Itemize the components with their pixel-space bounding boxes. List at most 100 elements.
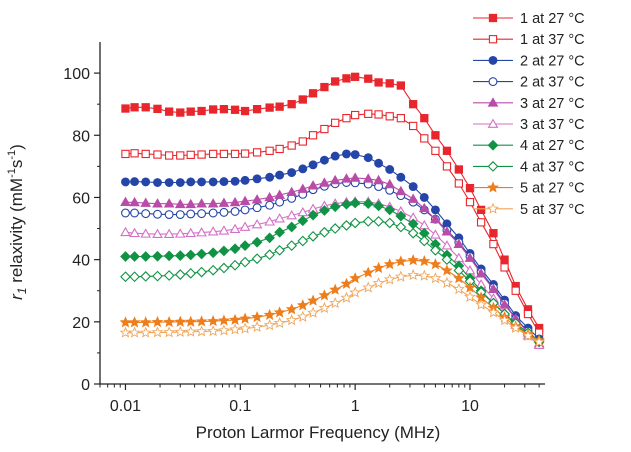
data-point [341,198,352,210]
data-point [129,271,140,283]
data-point [219,105,229,114]
data-point [252,105,262,114]
data-point [176,151,185,160]
data-point [364,109,373,118]
data-point [230,206,240,216]
data-point [229,323,241,335]
data-point [286,221,298,233]
data-point [319,177,330,187]
data-point [230,105,240,114]
data-point [331,77,340,86]
data-point [329,201,341,213]
data-point [263,308,276,320]
data-point [287,100,296,109]
data-point [185,227,197,238]
data-point [523,309,533,319]
data-point [430,213,441,224]
data-point [218,324,230,336]
data-point [476,205,486,215]
legend-item: 1 at 27 °C [473,11,585,27]
data-point [197,150,206,159]
data-point [252,174,262,184]
data-point [239,240,251,252]
data-point [362,266,375,278]
data-point [208,105,218,114]
data-point [140,271,152,282]
data-point [265,103,274,112]
data-point [119,326,132,338]
data-point [196,266,207,278]
data-point [152,250,163,262]
data-point [394,270,407,282]
data-point [174,325,187,338]
data-point [475,298,488,310]
data-point [196,248,207,260]
data-point [130,208,140,218]
legend-label: 5 at 37 °C [520,202,585,218]
data-point [372,277,385,289]
data-point [500,263,509,272]
data-point [141,177,151,187]
data-point [308,131,318,140]
data-point [349,286,362,298]
data-point [329,297,341,309]
data-point [307,306,319,318]
data-point [275,102,284,111]
data-point [431,131,440,140]
data-point [418,269,431,281]
data-point [251,253,263,265]
legend-label: 1 at 37 °C [520,32,585,48]
data-point [362,173,374,183]
data-point [197,106,206,116]
data-point [454,165,464,174]
data-point [349,272,362,284]
data-point [219,207,229,217]
data-point [307,230,319,242]
x-tick-label: 10 [461,398,479,415]
data-point [151,326,164,338]
data-point [207,315,220,327]
data-point [453,238,465,248]
x-axis-label: Proton Larmor Frequency (MHz) [196,423,441,442]
data-point [275,144,284,154]
data-point [219,177,229,187]
data-point [186,150,195,160]
data-point [395,210,407,222]
data-point [153,209,162,219]
legend-label: 2 at 37 °C [520,75,585,91]
data-point [120,251,131,262]
data-point [128,316,141,328]
data-point [307,209,319,221]
data-point [429,258,442,270]
data-point [197,209,207,219]
data-point [318,289,331,301]
legend-marker [487,97,499,107]
y-axis-label-rest: relaxivity (mM [7,178,26,288]
data-point [229,243,241,255]
data-point [274,226,286,238]
data-point [264,191,275,202]
data-point [251,218,263,229]
data-point [163,270,175,281]
legend-marker [487,181,499,193]
data-point [207,324,220,337]
x-tick-label: 1 [351,398,360,415]
data-point [239,195,251,206]
data-point [298,164,308,174]
data-point [430,244,441,256]
data-point [487,306,500,318]
data-point [308,89,318,98]
y-axis-label-mid: s [7,160,26,169]
data-point [265,172,275,182]
legend-item: 3 at 27 °C [473,96,585,112]
legend-label: 4 at 27 °C [520,138,585,154]
data-point [152,228,163,238]
data-point [152,270,163,282]
data-point [218,225,230,235]
data-point [320,124,329,134]
data-point [275,197,285,207]
data-point [153,178,162,187]
data-point [174,250,186,261]
data-point [121,104,130,113]
data-point [330,151,340,161]
